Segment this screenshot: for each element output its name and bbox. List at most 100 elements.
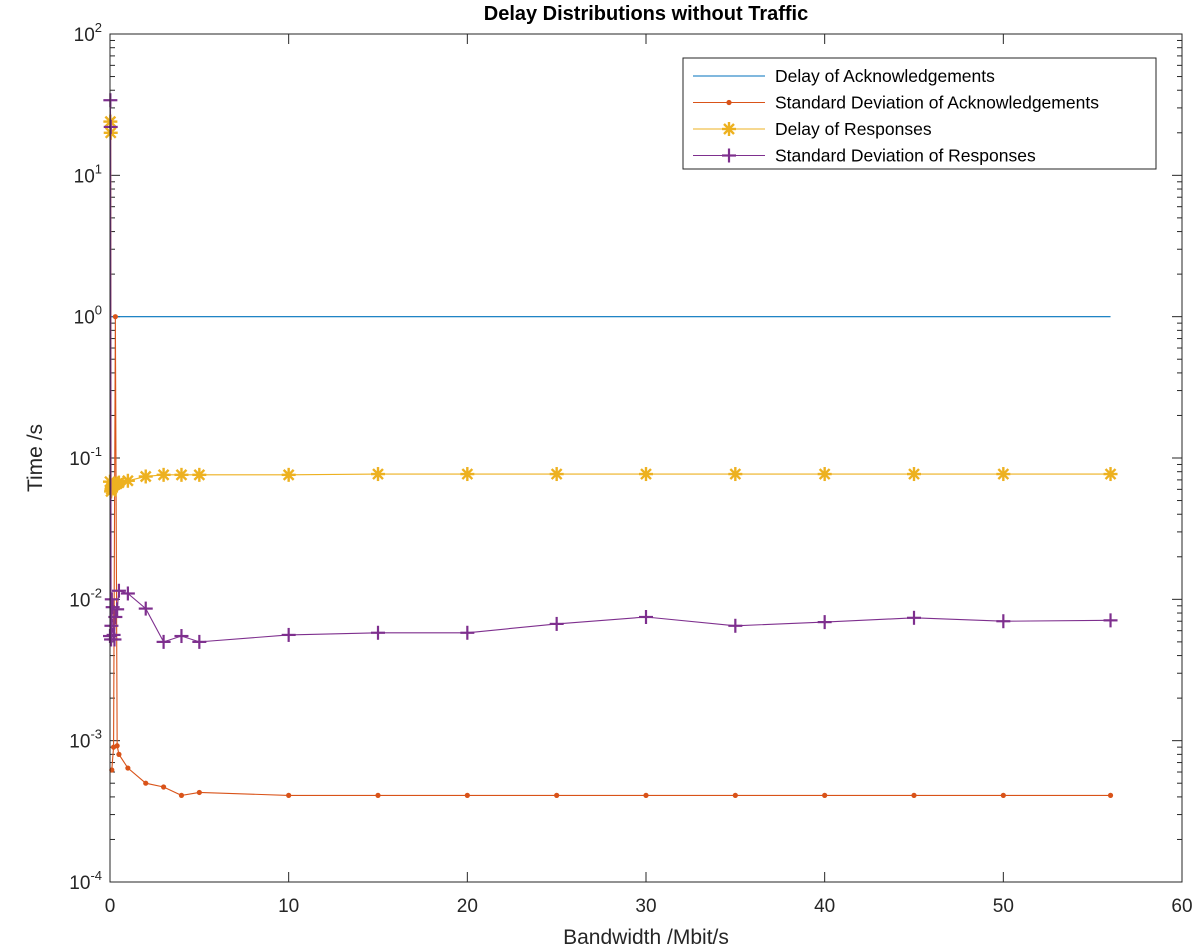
asterisk-stroke bbox=[372, 468, 384, 480]
data-point bbox=[174, 467, 189, 482]
x-axis-label: Bandwidth /Mbit/s bbox=[563, 926, 729, 949]
data-point bbox=[1103, 613, 1118, 628]
legend-swatch-marker bbox=[722, 148, 736, 163]
asterisk-stroke bbox=[908, 468, 920, 480]
data-point bbox=[192, 634, 207, 649]
data-point bbox=[161, 784, 167, 790]
asterisk-stroke bbox=[640, 468, 652, 480]
legend-label: Delay of Responses bbox=[775, 119, 932, 139]
data-point bbox=[728, 618, 743, 633]
data-point bbox=[281, 627, 296, 642]
x-tick-label: 40 bbox=[814, 896, 835, 917]
data-point bbox=[371, 467, 385, 482]
data-point bbox=[549, 467, 564, 482]
y-axis-label: Time /s bbox=[24, 424, 47, 492]
data-point bbox=[120, 473, 135, 488]
data-point bbox=[732, 792, 738, 798]
data-point bbox=[639, 467, 653, 482]
data-point bbox=[817, 467, 832, 482]
data-point bbox=[174, 629, 189, 644]
data-point bbox=[375, 792, 381, 798]
y-tick-label: 102 bbox=[74, 20, 102, 46]
data-point bbox=[104, 618, 119, 633]
data-point bbox=[125, 765, 131, 771]
series-2 bbox=[103, 114, 1118, 499]
asterisk-stroke bbox=[193, 468, 206, 481]
data-point bbox=[138, 601, 153, 616]
data-point bbox=[822, 792, 828, 798]
x-tick-label: 30 bbox=[635, 896, 656, 917]
y-tick-label: 10-1 bbox=[69, 444, 102, 470]
asterisk-stroke bbox=[729, 468, 742, 480]
asterisk-stroke bbox=[997, 468, 1010, 480]
data-point bbox=[554, 792, 560, 798]
series-line bbox=[111, 316, 1111, 796]
data-point bbox=[196, 789, 202, 796]
asterisk-stroke bbox=[139, 470, 152, 483]
series-1 bbox=[109, 314, 1114, 798]
legend-swatch-marker bbox=[722, 122, 736, 136]
y-tick-label: 100 bbox=[74, 303, 102, 329]
data-point bbox=[911, 792, 917, 798]
data-point bbox=[192, 467, 207, 482]
data-point bbox=[549, 616, 564, 631]
data-point bbox=[817, 615, 832, 630]
chart-title: Delay Distributions without Traffic bbox=[484, 3, 808, 25]
asterisk-stroke bbox=[282, 468, 295, 481]
data-point bbox=[111, 583, 126, 598]
asterisk-stroke bbox=[175, 468, 188, 481]
data-point bbox=[143, 780, 149, 786]
asterisk-stroke bbox=[157, 468, 170, 481]
data-point bbox=[639, 609, 653, 624]
data-point bbox=[907, 610, 921, 625]
data-point bbox=[1103, 467, 1118, 482]
data-point bbox=[112, 314, 118, 320]
data-point bbox=[286, 792, 292, 798]
data-point bbox=[464, 792, 470, 798]
data-point bbox=[108, 609, 123, 624]
legend-item-1: Standard Deviation of Acknowledgements bbox=[693, 93, 1099, 113]
y-tick-label: 10-2 bbox=[69, 585, 102, 611]
tick-labels: 0 10 20 30 40 50 60 10-4 10-3 10-2 10-1 100 101 102 bbox=[69, 20, 1192, 917]
x-tick-label: 0 bbox=[105, 896, 116, 917]
data-point bbox=[178, 792, 185, 798]
data-point bbox=[103, 119, 118, 134]
data-point bbox=[138, 469, 153, 484]
legend-item-3: Standard Deviation of Responses bbox=[693, 146, 1036, 166]
data-point bbox=[110, 602, 125, 617]
data-point bbox=[460, 467, 475, 482]
legend-label: Standard Deviation of Acknowledgements bbox=[775, 93, 1099, 113]
data-point bbox=[643, 792, 649, 798]
y-tick-label: 101 bbox=[74, 161, 102, 187]
asterisk-stroke bbox=[122, 474, 134, 487]
x-tick-label: 60 bbox=[1171, 896, 1192, 917]
x-tick-label: 20 bbox=[457, 896, 478, 917]
y-tick-label: 10-3 bbox=[69, 727, 102, 753]
data-point bbox=[996, 467, 1011, 482]
data-point bbox=[156, 467, 171, 482]
legend-item-2: Delay of Responses bbox=[693, 119, 932, 139]
asterisk-stroke bbox=[1104, 468, 1117, 480]
data-point bbox=[371, 625, 385, 640]
data-point bbox=[728, 467, 743, 482]
x-tick-label: 50 bbox=[993, 896, 1014, 917]
legend-swatch-marker bbox=[726, 99, 732, 106]
asterisk-stroke bbox=[550, 468, 563, 480]
data-point bbox=[114, 743, 120, 749]
data-point bbox=[156, 634, 171, 649]
data-point bbox=[120, 586, 135, 601]
asterisk-stroke bbox=[818, 468, 831, 480]
series-3 bbox=[103, 93, 1118, 649]
data-point bbox=[460, 625, 475, 640]
data-point bbox=[907, 467, 921, 482]
data-point bbox=[996, 614, 1011, 629]
data-point bbox=[281, 467, 296, 482]
legend-item-0: Delay of Acknowledgements bbox=[693, 66, 995, 86]
x-tick-label: 10 bbox=[278, 896, 299, 917]
legend-label: Delay of Acknowledgements bbox=[775, 66, 995, 86]
legend: Delay of Acknowledgements Standard Deviat… bbox=[682, 57, 1157, 170]
data-point bbox=[111, 475, 126, 490]
plot-series bbox=[103, 93, 1118, 798]
series-line bbox=[109, 121, 1111, 492]
